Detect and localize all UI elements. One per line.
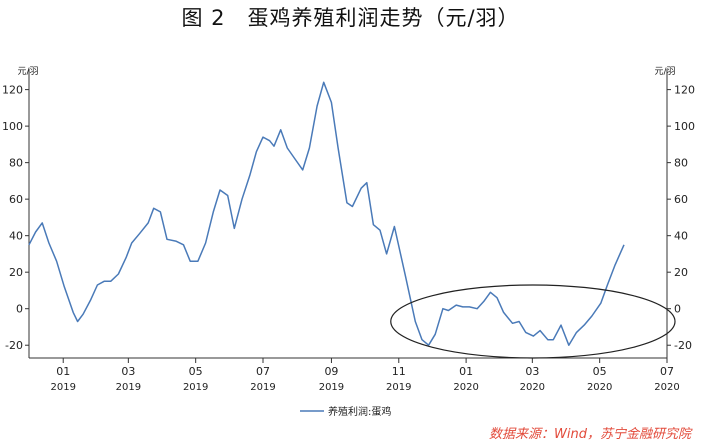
- x-tick-year: 2020: [587, 382, 612, 393]
- x-tick-month: 07: [660, 365, 674, 378]
- chart-axes: [25, 69, 671, 363]
- x-tick-month: 03: [525, 365, 539, 378]
- x-tick-year: 2019: [116, 382, 141, 393]
- series-layer: [28, 81, 625, 346]
- left-y-tick-label: 20: [9, 266, 23, 279]
- x-tick-year: 2020: [654, 382, 679, 393]
- chart-legend: 养殖利润:蛋鸡: [300, 405, 391, 418]
- x-tick-month: 07: [256, 365, 270, 378]
- left-y-tick-label: 60: [9, 193, 23, 206]
- x-tick-year: 2020: [520, 382, 545, 393]
- x-tick-month: 01: [459, 365, 473, 378]
- x-tick-month: 11: [392, 365, 406, 378]
- left-y-tick-label: 80: [9, 157, 23, 170]
- highlight-ellipse: [390, 284, 676, 359]
- left-y-tick-label: 100: [2, 120, 23, 133]
- right-y-tick-label: 0: [674, 303, 681, 316]
- left-y-tick-label: 120: [2, 84, 23, 97]
- x-tick-year: 2019: [50, 382, 75, 393]
- x-tick-year: 2019: [319, 382, 344, 393]
- annotation-layer: [390, 284, 676, 359]
- left-y-tick-label: 0: [16, 303, 23, 316]
- right-y-tick-label: -20: [674, 339, 692, 352]
- x-tick-month: 05: [189, 365, 203, 378]
- x-tick-month: 03: [121, 365, 135, 378]
- x-tick-year: 2019: [386, 382, 411, 393]
- x-tick-month: 01: [56, 365, 70, 378]
- left-y-unit: 元/羽: [17, 66, 38, 77]
- right-y-tick-label: 40: [674, 230, 688, 243]
- right-y-tick-label: 80: [674, 157, 688, 170]
- left-y-tick-label: -20: [5, 339, 23, 352]
- series-line: [28, 81, 625, 346]
- right-y-tick-label: 100: [674, 120, 695, 133]
- legend-label: 养殖利润:蛋鸡: [328, 405, 391, 418]
- x-tick-year: 2019: [250, 382, 275, 393]
- figure-title: 图 2 蛋鸡养殖利润走势（元/羽）: [181, 6, 520, 30]
- right-y-tick-label: 20: [674, 266, 688, 279]
- right-y-tick-label: 60: [674, 193, 688, 206]
- x-tick-year: 2019: [183, 382, 208, 393]
- x-tick-month: 05: [593, 365, 607, 378]
- x-tick-year: 2020: [453, 382, 478, 393]
- left-y-tick-label: 40: [9, 230, 23, 243]
- right-y-unit: 元/羽: [654, 66, 675, 77]
- x-tick-month: 09: [324, 365, 338, 378]
- source-note: 数据来源：Wind，苏宁金融研究院: [489, 427, 691, 442]
- right-y-tick-label: 120: [674, 84, 695, 97]
